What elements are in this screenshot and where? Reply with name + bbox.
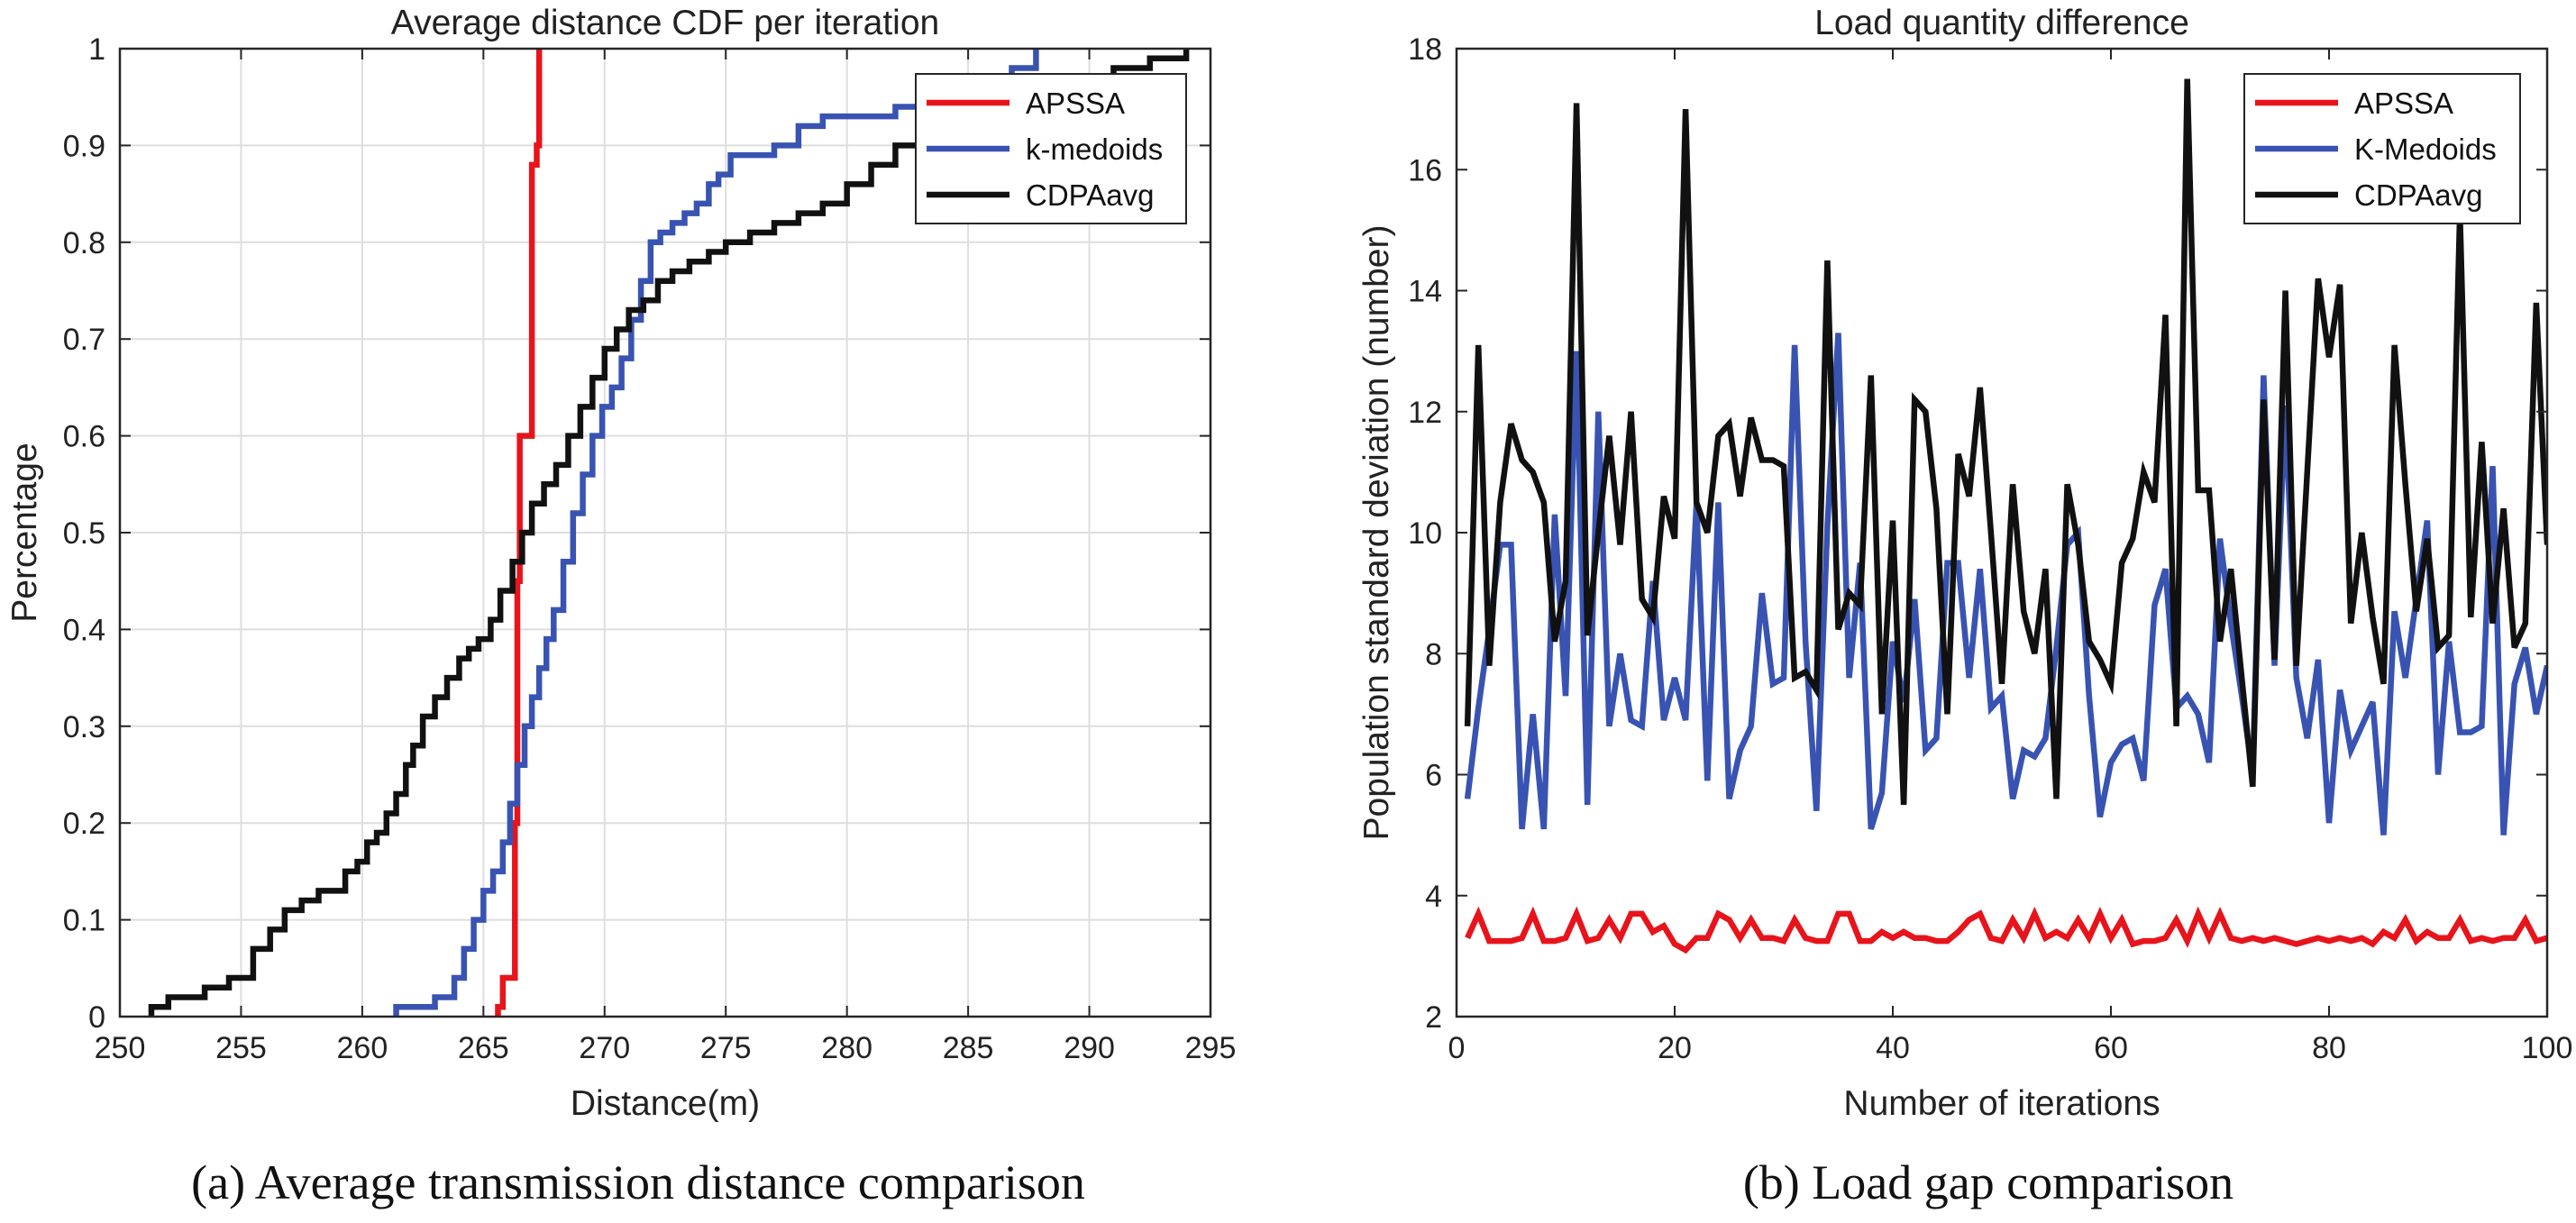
- y-tick-label: 0.4: [63, 613, 105, 647]
- y-tick-label: 1: [88, 32, 105, 67]
- legend: APSSA k-medoids CDPAavg: [915, 73, 1187, 224]
- legend-label: CDPAavg: [1026, 178, 1154, 212]
- y-tick-label: 0.9: [63, 129, 105, 163]
- y-tick-label: 18: [1408, 32, 1442, 67]
- y-tick-label: 10: [1408, 516, 1442, 551]
- x-tick-label: 20: [1658, 1031, 1692, 1065]
- y-tick-label: 0: [88, 1000, 105, 1035]
- legend-label: K-Medoids: [2354, 132, 2497, 166]
- x-tick-label: 250: [95, 1031, 146, 1065]
- y-tick-label: 0.5: [63, 516, 105, 551]
- chart-title: Average distance CDF per iteration: [391, 4, 939, 42]
- series-line-cdpaavg: [1464, 78, 2547, 806]
- legend-label: CDPAavg: [2354, 178, 2482, 212]
- y-axis-title: Percentage: [5, 443, 44, 622]
- cdf-panel: 250 255 260 265 270 275 280 285 290 295 0 0.1 0.2 0.3…: [5, 4, 1236, 1209]
- x-tick-label: 270: [579, 1031, 630, 1065]
- y-tick-label: 6: [1425, 759, 1442, 793]
- y-tick-label: 14: [1408, 275, 1442, 309]
- x-tick-label: 285: [943, 1031, 994, 1065]
- load-panel: 0 20 40 60 80 100 2 4 6 8 10 12 14 16 18 Load quantity …: [1357, 4, 2572, 1209]
- y-tick-label: 0.8: [63, 226, 105, 260]
- x-axis-title: Distance(m): [571, 1084, 760, 1123]
- figure-caption: (b) Load gap comparison: [1743, 1155, 2233, 1209]
- y-tick-label: 0.1: [63, 904, 105, 938]
- series-group: [148, 49, 1190, 1017]
- y-tick-label: 12: [1408, 396, 1442, 430]
- series-line-k-medoids: [1464, 333, 2547, 835]
- legend: APSSA K-Medoids CDPAavg: [2243, 73, 2521, 224]
- x-tick-label: 265: [458, 1031, 509, 1065]
- x-tick-label: 80: [2312, 1031, 2346, 1065]
- y-tick-label: 0.6: [63, 420, 105, 454]
- x-tick-label: 290: [1064, 1031, 1115, 1065]
- legend-label: APSSA: [2354, 87, 2453, 120]
- x-tick-label: 0: [1448, 1031, 1466, 1065]
- x-tick-label: 100: [2522, 1031, 2573, 1065]
- legend-label: APSSA: [1026, 87, 1125, 120]
- y-tick-label: 4: [1425, 880, 1442, 914]
- x-tick-label: 260: [337, 1031, 388, 1065]
- series-line-apssa: [1465, 906, 2547, 954]
- series-line-k-medoids: [393, 49, 1039, 1017]
- x-tick-label: 255: [215, 1031, 267, 1065]
- y-tick-label: 0.7: [63, 323, 105, 357]
- y-tick-label: 0.2: [63, 807, 105, 841]
- x-tick-label: 275: [700, 1031, 752, 1065]
- x-tick-label: 40: [1876, 1031, 1910, 1065]
- y-axis-title: Population standard deviation (number): [1357, 225, 1396, 841]
- x-axis-title: Number of iterations: [1843, 1084, 2160, 1123]
- series-line-cdpaavg: [148, 49, 1190, 1017]
- y-tick-label: 16: [1408, 153, 1442, 187]
- y-tick-label: 0.3: [63, 710, 105, 744]
- y-tick-label: 2: [1425, 1000, 1442, 1035]
- figure-caption: (a) Average transmission distance compar…: [191, 1155, 1085, 1209]
- chart-title: Load quantity difference: [1814, 4, 2189, 42]
- series-group: [1464, 78, 2547, 954]
- x-tick-label: 280: [821, 1031, 872, 1065]
- legend-label: k-medoids: [1026, 132, 1163, 166]
- x-tick-label: 60: [2094, 1031, 2128, 1065]
- x-tick-label: 295: [1185, 1031, 1237, 1065]
- y-tick-label: 8: [1425, 637, 1442, 671]
- series-line-apssa: [495, 49, 543, 1017]
